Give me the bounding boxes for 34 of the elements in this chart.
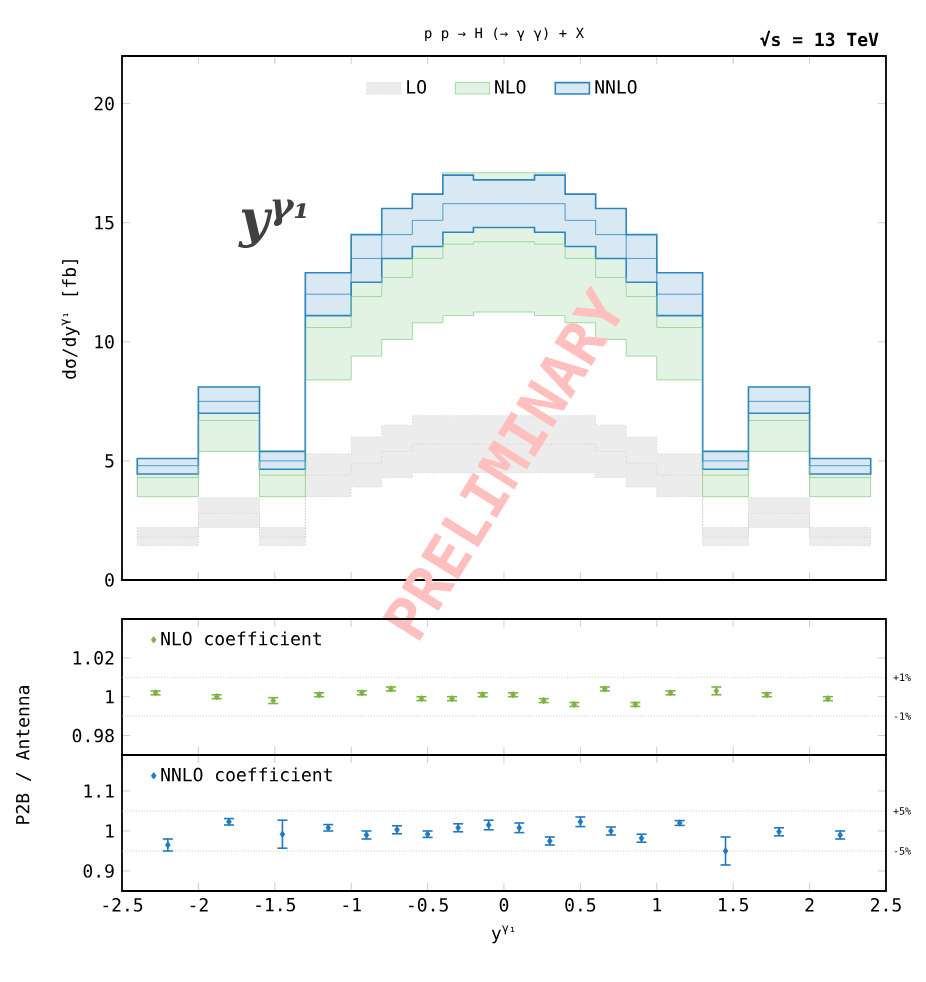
x-tick-label: 2.5: [871, 898, 901, 912]
y-tick-label: 0.9: [83, 864, 114, 878]
legend-label: NNLO: [595, 80, 637, 94]
x-tick-label: -1: [343, 898, 361, 912]
y-tick-label: 1.02: [73, 651, 114, 665]
y-tick-label: 1: [106, 690, 114, 704]
x-tick-label: -2: [190, 898, 208, 912]
y-tick-label: 5: [105, 454, 114, 468]
x-tick-label: 2: [805, 898, 814, 912]
x-tick-label: -2.5: [103, 898, 143, 912]
x-tick-label: 1.5: [719, 898, 749, 912]
x-tick-label: 0.5: [565, 898, 596, 912]
x-axis-title: y$^{γ₁}$: [491, 925, 515, 944]
y-tick-label: 20: [94, 96, 114, 111]
legend-label: NLO: [495, 80, 526, 94]
y-tick-label: 1: [106, 824, 114, 838]
y-axis-title: P2B / Antenna: [15, 686, 31, 824]
legend-label: LO: [407, 80, 426, 94]
legend-label: NNLO coefficient: [161, 767, 332, 782]
text: √s = 13 TeV: [760, 30, 879, 47]
x-tick-label: 1: [653, 898, 661, 912]
y-tick-label: 15: [95, 216, 114, 230]
y-tick-label: 0.98: [72, 728, 114, 743]
x-tick-label: 0: [499, 898, 509, 912]
legend-label: NLO coefficient: [161, 631, 321, 646]
x-tick-label: -1.5: [256, 898, 296, 912]
y-tick-label: 1.1: [84, 784, 114, 798]
point: [279, 830, 286, 838]
text: dσ/dy$^{γ₁}$ [fb]: [61, 260, 80, 379]
y-tick-label: 0: [105, 573, 114, 587]
annotation: y$^{γ₁}$: [238, 199, 306, 248]
point: [722, 847, 729, 855]
y-tick-label: 10: [95, 335, 114, 349]
x-tick-label: -0.5: [409, 898, 448, 912]
